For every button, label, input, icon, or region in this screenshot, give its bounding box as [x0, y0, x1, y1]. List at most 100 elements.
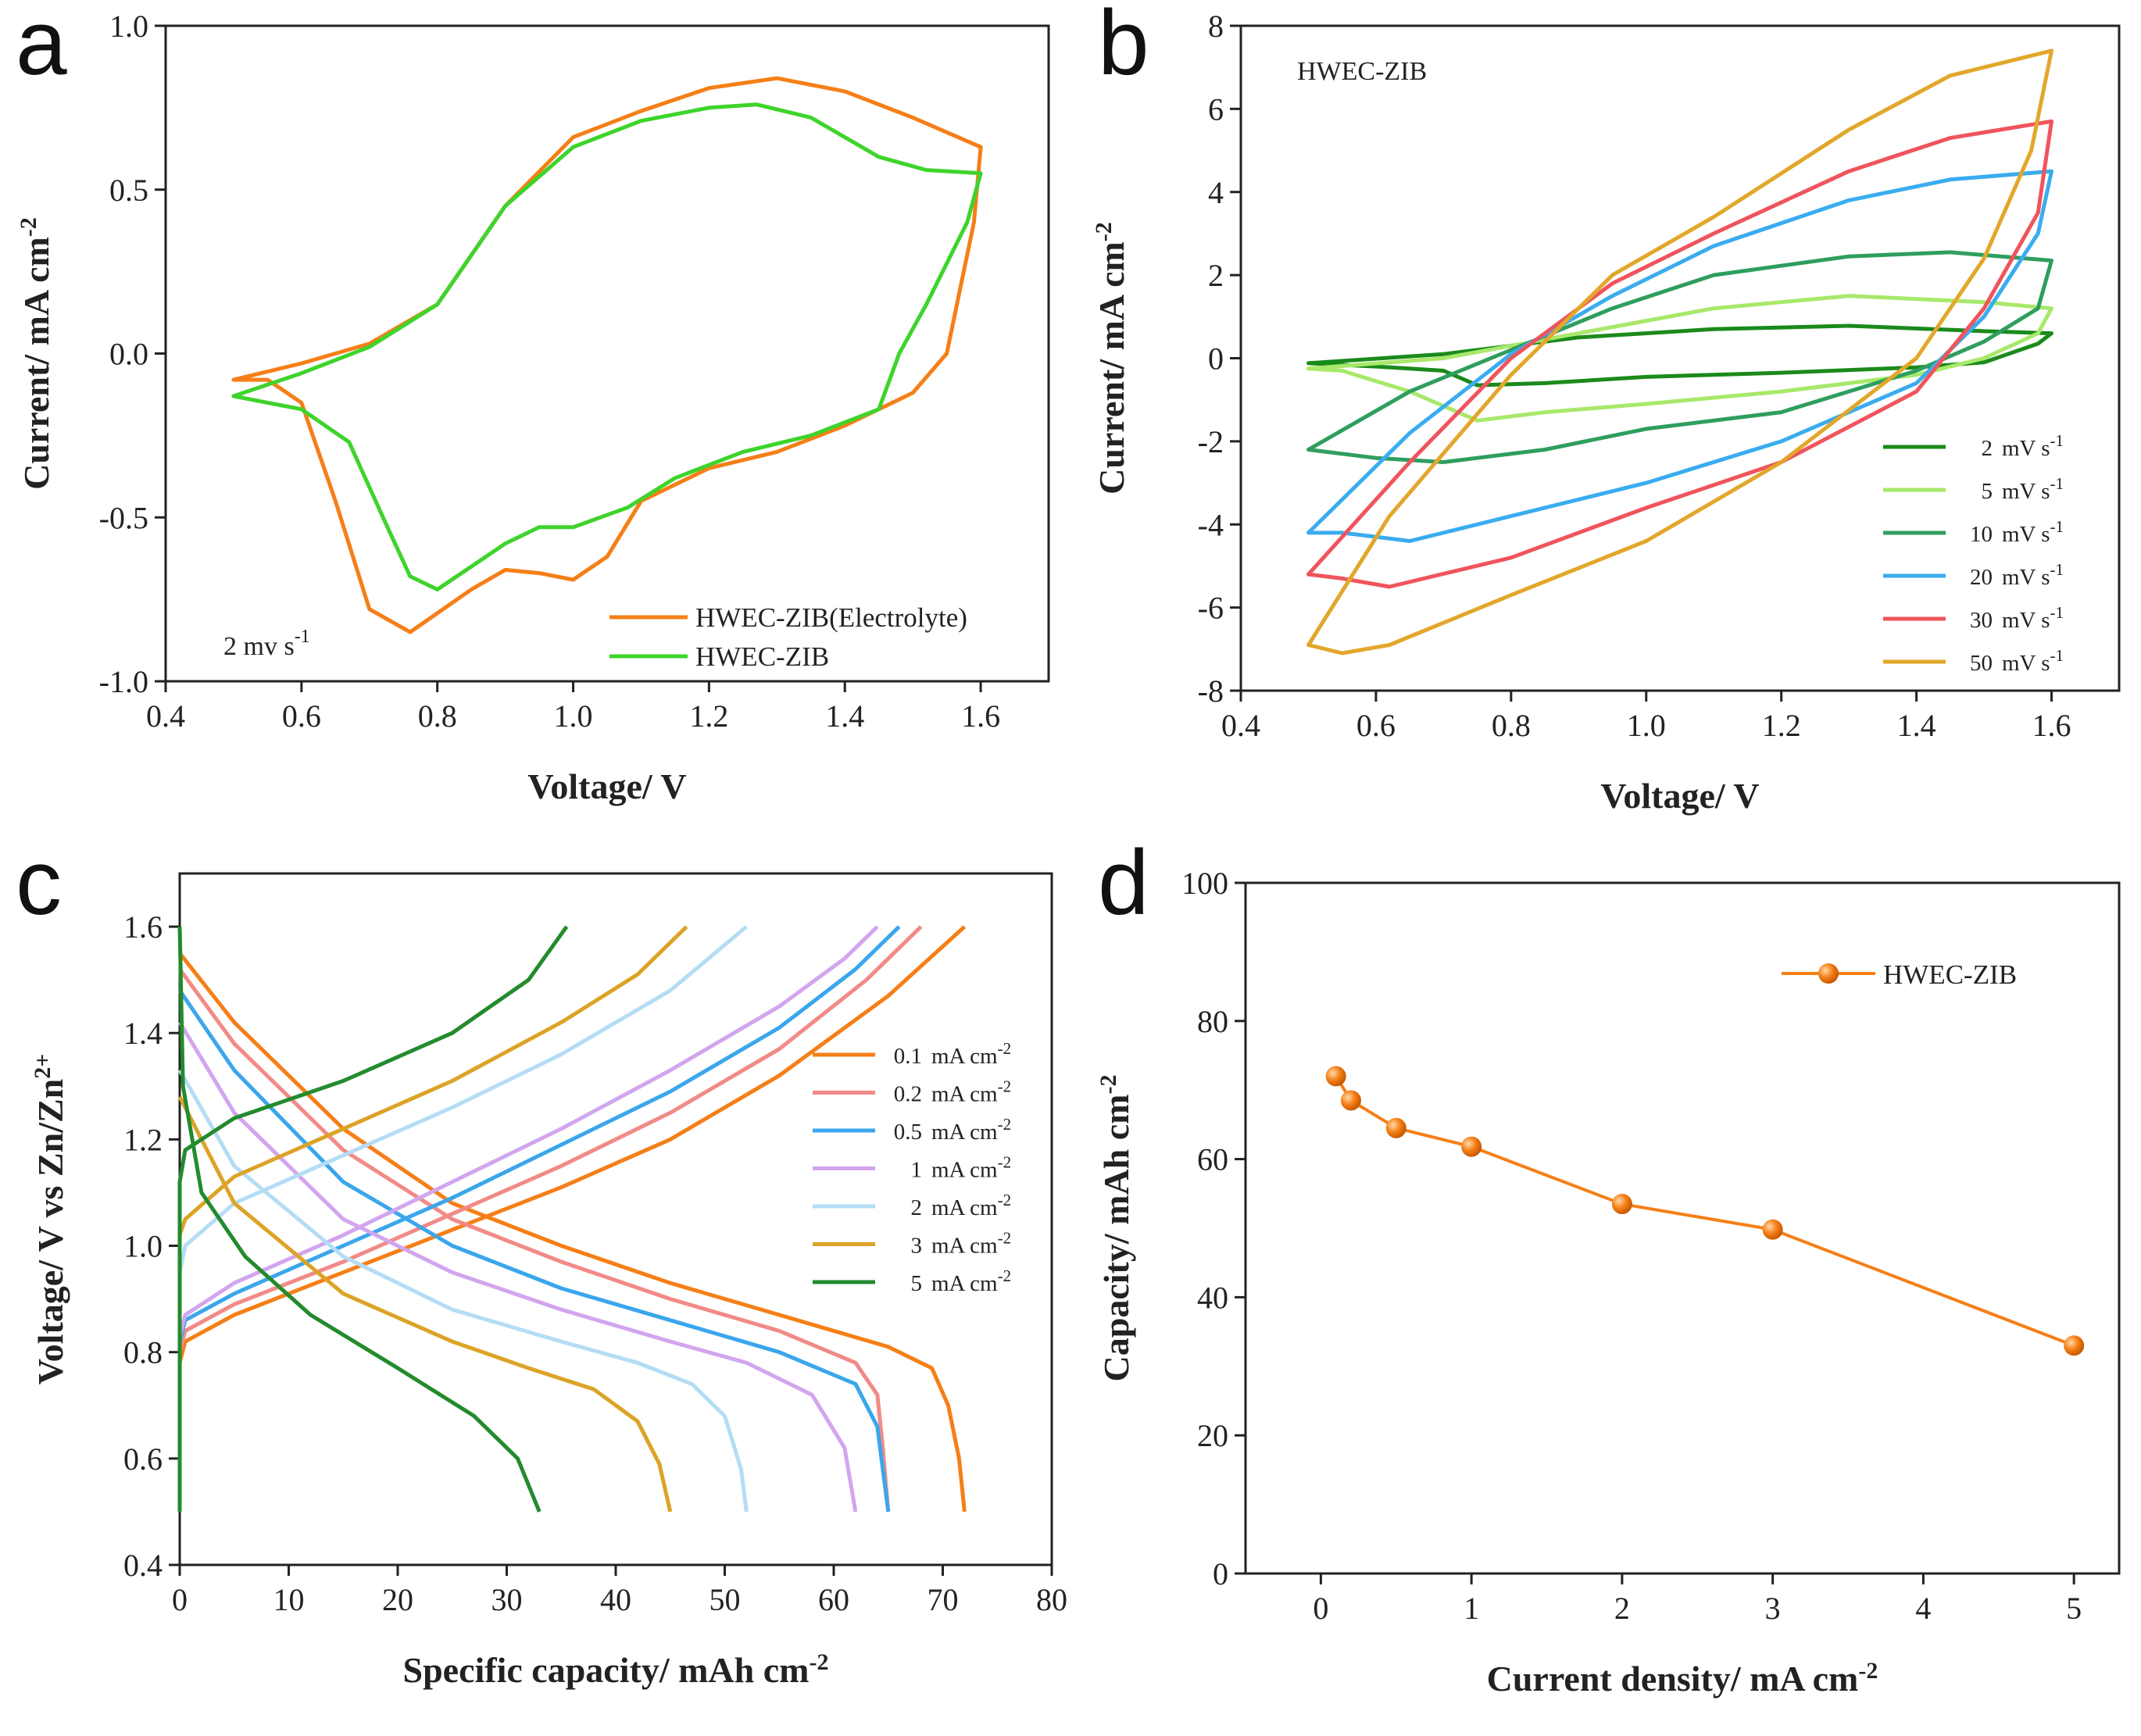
discharge-curve-c-0 [178, 952, 967, 1513]
cv-loop-b-5 [1306, 48, 2053, 655]
legend-label-b-2: 10 [1970, 522, 1993, 547]
charge-curve-c-4 [177, 925, 749, 1512]
y-tick-label-d: 20 [1197, 1418, 1228, 1453]
y-tick-label-a: 0.0 [109, 337, 148, 372]
legend-unit-c-1: mA cm-2 [931, 1077, 1011, 1107]
y-tick-label-d: 0 [1213, 1556, 1228, 1591]
legend-label-c-1: 0.2 [894, 1082, 922, 1107]
cv-loop-a-1 [231, 102, 983, 591]
legend-unit-c-3: mA cm-2 [931, 1153, 1011, 1183]
data-point-d-5 [1762, 1219, 1783, 1240]
y-tick-label-b: 4 [1208, 175, 1224, 210]
x-axis-label-a: Voltage/ V [527, 766, 686, 806]
chart-panel-c: 0 10 20 30 40 50 60 70 80 0.4 0.6 0.8 1.0 1.2 1.4 1.6 Sp… [30, 872, 1067, 1690]
legend-label-c-2: 0.5 [894, 1120, 922, 1145]
y-tick-label-b: 8 [1208, 9, 1224, 44]
x-tick-label-b: 1.2 [1762, 708, 1801, 743]
legend-unit-b-2: mV s-1 [2002, 517, 2064, 547]
legend-unit-c-2: mA cm-2 [931, 1115, 1011, 1145]
panel-letter-d: d [1098, 831, 1149, 934]
legend-unit-c-0: mA cm-2 [931, 1039, 1011, 1069]
legend-label-a-0: HWEC-ZIB(Electrolyte) [695, 602, 967, 633]
legend-unit-b-4: mV s-1 [2002, 603, 2064, 633]
y-tick-label-c: 1.6 [123, 909, 163, 945]
y-tick-label-d: 40 [1197, 1280, 1228, 1315]
y-tick-label-c: 1.2 [123, 1122, 163, 1157]
panel-letter-b: b [1098, 0, 1149, 95]
x-tick-label-d: 4 [1915, 1591, 1931, 1626]
x-tick-label-b: 0.4 [1221, 708, 1260, 743]
x-tick-label-b: 1.4 [1897, 708, 1936, 743]
x-tick-label-a: 0.6 [282, 698, 321, 734]
x-tick-label-d: 3 [1765, 1591, 1781, 1626]
x-tick-label-c: 70 [928, 1582, 959, 1617]
charge-curve-c-0 [177, 925, 967, 1512]
y-axis-label-b: Current/ mA cm-2 [1091, 222, 1131, 495]
x-tick-label-a: 1.0 [554, 698, 593, 734]
y-tick-label-c: 0.6 [123, 1441, 163, 1477]
x-tick-label-a: 1.2 [689, 698, 728, 734]
data-point-d-1 [1340, 1090, 1361, 1111]
y-tick-label-c: 1.0 [123, 1229, 163, 1264]
plot-frame-d [1244, 881, 2121, 1575]
legend-unit-c-5: mA cm-2 [931, 1229, 1011, 1259]
y-tick-label-b: -8 [1198, 673, 1224, 709]
cv-loop-b-3 [1306, 169, 2053, 543]
legend-label-b-3: 20 [1970, 565, 1993, 590]
discharge-curve-c-4 [177, 1069, 749, 1513]
chart-panel-b: 0.4 0.6 0.8 1.0 1.2 1.4 1.6 -8 -6 -4 -2 0 2 4 6 8 Voltag… [1091, 9, 2121, 816]
legend-label-a-1: HWEC-ZIB [695, 641, 829, 672]
x-tick-label-c: 50 [709, 1582, 741, 1617]
y-tick-label-b: -4 [1198, 507, 1224, 542]
y-tick-label-c: 0.8 [123, 1335, 163, 1370]
x-tick-label-c: 20 [382, 1582, 413, 1617]
y-tick-label-a: -1.0 [99, 664, 148, 699]
legend-label-c-4: 2 [911, 1195, 923, 1220]
y-tick-label-a: 1.0 [109, 9, 148, 44]
legend-unit-b-3: mV s-1 [2002, 560, 2064, 590]
legend-label-c-0: 0.1 [894, 1044, 922, 1069]
x-tick-label-c: 60 [818, 1582, 849, 1617]
y-tick-label-c: 0.4 [123, 1548, 163, 1583]
y-tick-label-c: 1.4 [123, 1016, 163, 1051]
data-point-d-0 [1325, 1066, 1346, 1087]
legend-unit-b-5: mV s-1 [2002, 646, 2064, 676]
legend-unit-b-0: mV s-1 [2002, 431, 2064, 461]
legend-label-b-5: 50 [1970, 651, 1993, 676]
discharge-curve-c-5 [177, 1095, 673, 1513]
chart-title-b: HWEC-ZIB [1297, 57, 1427, 86]
x-tick-label-c: 0 [172, 1582, 188, 1617]
y-tick-label-b: 6 [1208, 91, 1224, 127]
cv-loop-b-0 [1306, 323, 2053, 388]
x-axis-label-c: Specific capacity/ mAh cm-2 [403, 1649, 829, 1690]
cv-loop-b-1 [1306, 294, 2053, 423]
legend-unit-b-1: mV s-1 [2002, 474, 2064, 504]
y-tick-label-a: -0.5 [99, 500, 148, 535]
x-tick-label-d: 5 [2066, 1591, 2082, 1626]
charge-curve-c-6 [177, 925, 569, 1512]
legend-swatch-marker-d [1818, 963, 1839, 984]
scan-rate-annotation-a: 2 mv s-1 [223, 627, 310, 661]
panel-letter-a: a [16, 0, 67, 95]
cv-loop-b-2 [1306, 250, 2053, 464]
legend-label-b-0: 2 [1982, 436, 1993, 461]
x-axis-label-d: Current density/ mA cm-2 [1487, 1658, 1878, 1698]
chart-panel-a: 0.4 0.6 0.8 1.0 1.2 1.4 1.6 -1.0 -0.5 0.0 0.5 1.0 Vo… [16, 9, 1050, 806]
y-tick-label-b: -2 [1198, 424, 1224, 459]
legend-label-c-5: 3 [911, 1234, 923, 1259]
discharge-curve-c-1 [177, 968, 891, 1513]
data-point-d-2 [1385, 1117, 1406, 1138]
x-tick-label-a: 0.8 [418, 698, 457, 734]
y-tick-label-b: -6 [1198, 591, 1224, 626]
legend-unit-c-6: mA cm-2 [931, 1266, 1011, 1296]
x-tick-label-b: 0.8 [1492, 708, 1531, 743]
charge-curve-c-3 [177, 925, 879, 1512]
y-tick-label-b: 0 [1208, 341, 1224, 377]
y-tick-label-b: 2 [1208, 258, 1224, 293]
x-tick-label-b: 1.0 [1627, 708, 1666, 743]
legend-label-b-4: 30 [1970, 608, 1993, 633]
x-tick-label-c: 40 [600, 1582, 631, 1617]
x-tick-label-d: 2 [1614, 1591, 1630, 1626]
y-axis-label-d: Capacity/ mAh cm-2 [1096, 1075, 1136, 1382]
